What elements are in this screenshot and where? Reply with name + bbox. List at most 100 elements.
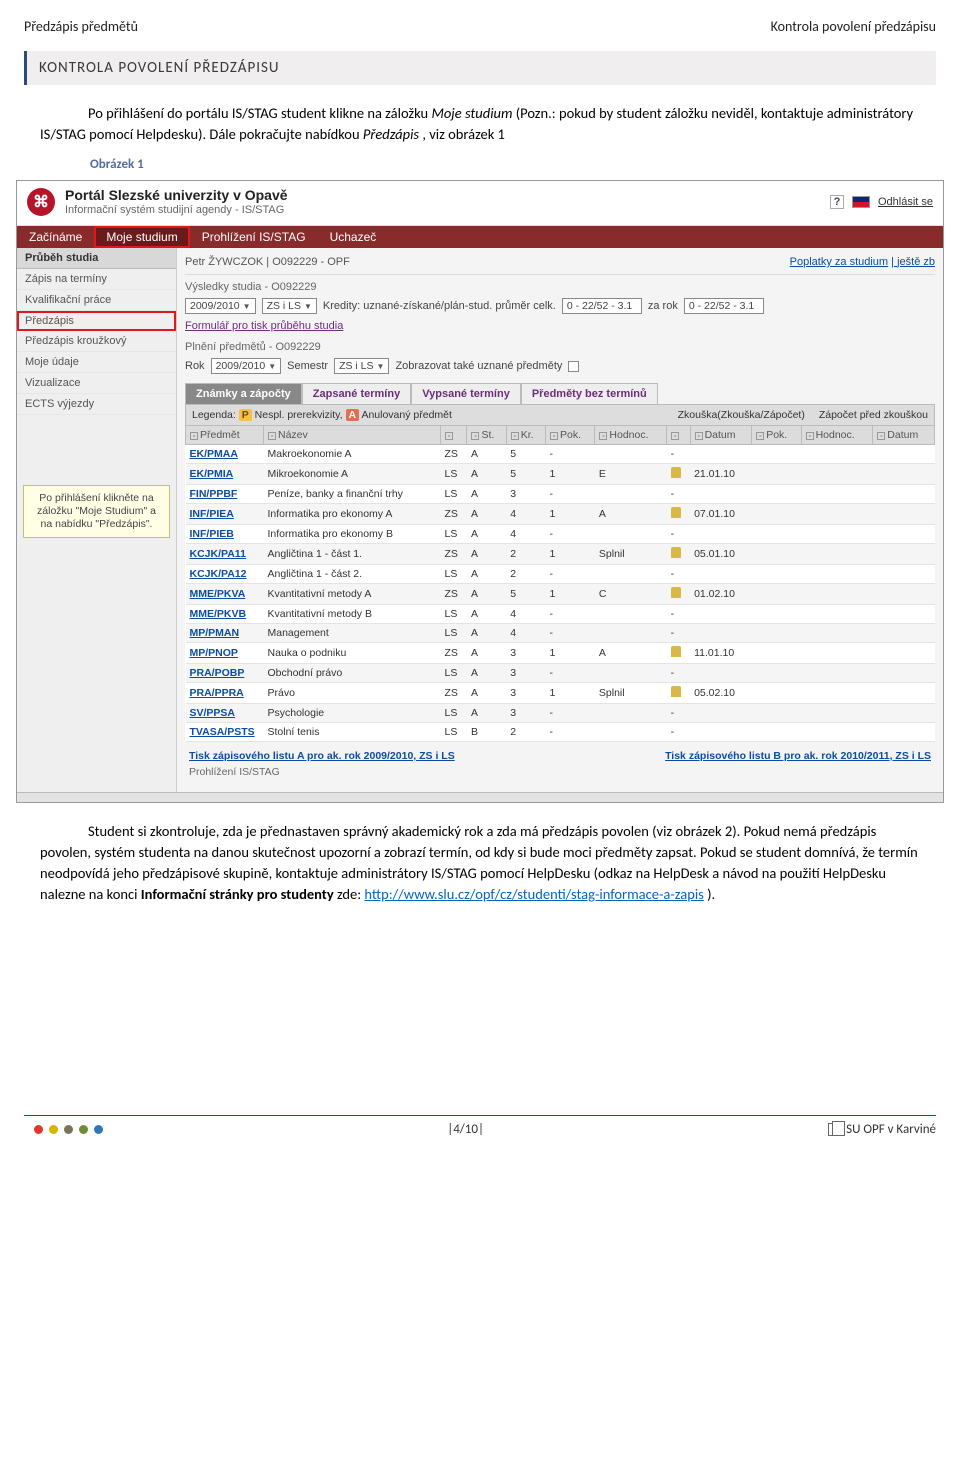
sidebar-item[interactable]: Předzápis kroužkový <box>17 331 176 352</box>
semester-select-1[interactable]: ZS i LS <box>262 298 317 314</box>
cell <box>752 504 801 525</box>
table-col-header[interactable]: ◦Hodnoc. <box>595 426 667 445</box>
cell: ZS <box>441 584 467 605</box>
subtab-znamky[interactable]: Známky a zápočty <box>185 383 302 404</box>
cell <box>873 504 935 525</box>
table-row: MME/PKVBKvantitativní metody BLSA4-- <box>186 605 935 624</box>
subject-code-link[interactable]: FIN/PPBF <box>186 485 264 504</box>
sidebar-item[interactable]: Předzápis <box>17 311 176 331</box>
p1-c: , viz obrázek 1 <box>422 125 505 143</box>
print-list-a-link[interactable]: Tisk zápisového listu A pro ak. rok 2009… <box>189 750 455 762</box>
cell: 3 <box>506 643 545 664</box>
subject-code-link[interactable]: INF/PIEB <box>186 525 264 544</box>
nav-tab-moje-studium[interactable]: Moje studium <box>94 226 189 248</box>
page-number: |4/10| <box>447 1122 484 1137</box>
cell <box>595 445 667 464</box>
cell <box>873 605 935 624</box>
table-col-header[interactable]: ◦ <box>667 426 690 445</box>
help-icon[interactable]: ? <box>830 195 844 209</box>
cell <box>801 464 873 485</box>
subject-code-link[interactable]: INF/PIEA <box>186 504 264 525</box>
p1-a: Po přihlášení do portálu IS/STAG student… <box>88 104 431 122</box>
cell: 1 <box>546 464 595 485</box>
cell <box>752 565 801 584</box>
cell: - <box>667 525 690 544</box>
subject-code-link[interactable]: KCJK/PA12 <box>186 565 264 584</box>
table-row: MP/PNOPNauka o podnikuZSA31A11.01.10 <box>186 643 935 664</box>
copy-icon <box>828 1123 839 1136</box>
sidebar-item[interactable]: Kvalifikační práce <box>17 290 176 311</box>
page-footer: |4/10| SU OPF v Karviné <box>24 1115 936 1137</box>
link-poplatky[interactable]: Poplatky za studium <box>790 256 888 268</box>
bell-icon <box>671 646 681 657</box>
cell <box>752 704 801 723</box>
sidebar-item[interactable]: Moje údaje <box>17 352 176 373</box>
cell: - <box>546 704 595 723</box>
table-row: KCJK/PA11Angličtina 1 - část 1.ZSA21Spln… <box>186 544 935 565</box>
table-col-header[interactable]: ◦ <box>441 426 467 445</box>
scrollbar[interactable] <box>17 792 943 802</box>
nav-tab-uchazec[interactable]: Uchazeč <box>318 226 389 248</box>
cell <box>595 605 667 624</box>
link-jeste[interactable]: ještě zb <box>897 256 935 268</box>
sign-out-link[interactable]: Odhlásit se <box>878 196 933 208</box>
cell: - <box>546 664 595 683</box>
cell <box>801 683 873 704</box>
recognized-checkbox[interactable] <box>568 361 579 372</box>
table-col-header[interactable]: ◦Předmět <box>186 426 264 445</box>
semester-select-2[interactable]: ZS i LS <box>334 358 389 374</box>
cell <box>752 664 801 683</box>
sidebar-tooltip: Po přihlášení klikněte na záložku "Moje … <box>23 485 170 538</box>
subheading-plneni: Plnění předmětů - O092229 <box>185 335 935 355</box>
cell: Splnil <box>595 544 667 565</box>
rok-label: Rok <box>185 360 205 372</box>
nav-tab-zaciname[interactable]: Začínáme <box>17 226 94 248</box>
table-col-header[interactable]: ◦Datum <box>690 426 752 445</box>
table-col-header[interactable]: ◦Pok. <box>546 426 595 445</box>
subtab-vypsane[interactable]: Vypsané termíny <box>411 383 521 404</box>
legend-p-text: Nespl. prerekvizity, <box>255 409 343 421</box>
subject-code-link[interactable]: MP/PNOP <box>186 643 264 664</box>
cell <box>801 525 873 544</box>
subject-code-link[interactable]: PRA/POBP <box>186 664 264 683</box>
year-select-1[interactable]: 2009/2010 <box>185 298 256 314</box>
table-col-header[interactable]: ◦St. <box>467 426 506 445</box>
footer-dot <box>34 1125 43 1134</box>
cell <box>752 544 801 565</box>
cell: A <box>467 624 506 643</box>
language-flag-icon[interactable] <box>852 196 870 208</box>
subject-code-link[interactable]: EK/PMAA <box>186 445 264 464</box>
subject-code-link[interactable]: MP/PMAN <box>186 624 264 643</box>
sidebar-item[interactable]: Vizualizace <box>17 373 176 394</box>
credits-total-field: 0 - 22/52 - 3.1 <box>562 298 642 314</box>
form-print-link[interactable]: Formulář pro tisk průběhu studia <box>185 320 343 332</box>
print-list-b-link[interactable]: Tisk zápisového listu B pro ak. rok 2010… <box>665 750 931 762</box>
subject-code-link[interactable]: SV/PPSA <box>186 704 264 723</box>
subject-code-link[interactable]: MME/PKVB <box>186 605 264 624</box>
year-select-2[interactable]: 2009/2010 <box>211 358 282 374</box>
cell <box>801 664 873 683</box>
subject-code-link[interactable]: MME/PKVA <box>186 584 264 605</box>
table-col-header[interactable]: ◦Hodnoc. <box>801 426 873 445</box>
subtab-bezterminu[interactable]: Předměty bez termínů <box>521 383 658 404</box>
sidebar-item[interactable]: Zápis na termíny <box>17 269 176 290</box>
cell: - <box>667 704 690 723</box>
subject-code-link[interactable]: EK/PMIA <box>186 464 264 485</box>
cell: A <box>595 504 667 525</box>
nav-tab-prohlizeni[interactable]: Prohlížení IS/STAG <box>190 226 318 248</box>
table-row: EK/PMAAMakroekonomie AZSA5-- <box>186 445 935 464</box>
cell: ZS <box>441 683 467 704</box>
table-col-header[interactable]: ◦Datum <box>873 426 935 445</box>
cell <box>690 704 752 723</box>
subject-code-link[interactable]: PRA/PPRA <box>186 683 264 704</box>
table-col-header[interactable]: ◦Pok. <box>752 426 801 445</box>
subject-code-link[interactable]: KCJK/PA11 <box>186 544 264 565</box>
subtab-zapsane[interactable]: Zapsané termíny <box>302 383 411 404</box>
table-col-header[interactable]: ◦Název <box>264 426 441 445</box>
cell: - <box>667 664 690 683</box>
info-page-link[interactable]: http://www.slu.cz/opf/cz/studenti/stag-i… <box>364 885 703 903</box>
sidebar-item[interactable]: ECTS výjezdy <box>17 394 176 415</box>
table-col-header[interactable]: ◦Kr. <box>506 426 545 445</box>
subject-code-link[interactable]: TVASA/PSTS <box>186 723 264 742</box>
cell: - <box>546 624 595 643</box>
